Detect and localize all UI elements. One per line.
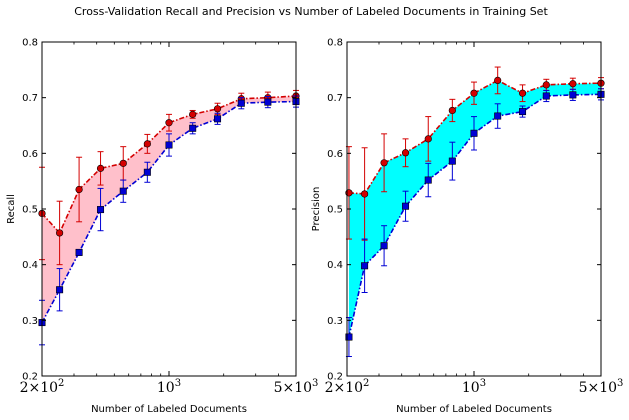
series-upper xyxy=(345,66,605,241)
data-point xyxy=(119,187,127,195)
x-tick-label: 103 xyxy=(157,378,181,396)
x-axis: 2×102 103 5×103 xyxy=(20,42,319,396)
data-point xyxy=(402,202,410,210)
data-point xyxy=(96,164,105,172)
y-tick-label: 0.6 xyxy=(22,149,38,160)
data-point xyxy=(470,129,478,137)
series-lower xyxy=(345,88,605,358)
y-axis: 0.2 0.3 0.4 0.5 0.6 0.7 0.8 xyxy=(327,38,601,383)
x-tick-base: 10 xyxy=(157,380,175,396)
fill-between-band xyxy=(348,80,601,338)
x-tick-exponent: 2 xyxy=(58,378,64,389)
data-point xyxy=(424,135,432,143)
x-axis-label: Number of Labeled Documents xyxy=(91,404,247,415)
x-tick-exponent: 3 xyxy=(480,378,486,389)
data-point xyxy=(569,91,577,99)
y-tick-label: 0.4 xyxy=(327,260,343,271)
y-tick-label: 0.3 xyxy=(22,316,38,327)
x-tick-base: 2×10 xyxy=(20,380,58,396)
data-point xyxy=(345,333,353,341)
y-axis-label: Precision xyxy=(311,187,322,232)
data-point xyxy=(56,229,64,237)
axes-container: 0.20.30.40.50.60.70.82×102 103 5×103Number… xyxy=(6,38,623,416)
data-point xyxy=(189,110,197,118)
data-point xyxy=(448,106,456,115)
data-point xyxy=(494,76,502,85)
data-point xyxy=(56,286,64,294)
data-point xyxy=(165,141,173,149)
data-point xyxy=(380,242,388,250)
data-point xyxy=(569,80,577,88)
y-tick-label: 0.7 xyxy=(22,93,38,104)
data-point xyxy=(75,185,83,194)
data-point xyxy=(237,99,245,107)
y-tick-label: 0.2 xyxy=(327,372,343,383)
x-axis: 2×102 103 5×103 xyxy=(325,42,624,396)
x-tick-base: 5×10 xyxy=(579,380,617,396)
x-tick-label: 2×102 xyxy=(20,378,65,396)
y-axis-label: Recall xyxy=(6,194,17,224)
data-point xyxy=(264,98,272,106)
x-tick-exponent: 2 xyxy=(363,378,369,389)
x-axis-label: Number of Labeled Documents xyxy=(396,404,552,415)
y-tick-label: 0.4 xyxy=(22,260,38,271)
y-tick-label: 0.8 xyxy=(327,38,343,49)
x-tick-label: 2×102 xyxy=(325,378,370,396)
data-point xyxy=(519,108,527,116)
data-point xyxy=(380,159,388,167)
data-point xyxy=(143,168,151,176)
series-line xyxy=(348,79,602,195)
data-point xyxy=(75,248,83,256)
data-point xyxy=(189,124,197,132)
chart-recall: 0.20.30.40.50.60.70.82×102 103 5×103Number… xyxy=(6,38,318,416)
data-point xyxy=(448,157,456,165)
data-point xyxy=(361,190,369,198)
data-point xyxy=(214,115,222,123)
x-tick-base: 10 xyxy=(462,380,480,396)
chart-precision: 0.20.30.40.50.60.70.82×102 103 5×103Number… xyxy=(311,38,623,416)
x-tick-exponent: 3 xyxy=(312,378,318,389)
data-point xyxy=(97,206,105,214)
x-tick-base: 5×10 xyxy=(274,380,312,396)
data-point xyxy=(542,81,550,89)
y-tick-label: 0.8 xyxy=(22,38,38,49)
y-tick-label: 0.7 xyxy=(327,93,343,104)
data-point xyxy=(119,159,127,167)
data-point xyxy=(143,140,151,148)
data-point xyxy=(165,119,173,127)
data-point xyxy=(494,112,502,120)
y-tick-label: 0.2 xyxy=(22,372,38,383)
data-point xyxy=(542,92,550,100)
x-tick-label: 5×103 xyxy=(274,378,319,396)
x-tick-base: 2×10 xyxy=(325,380,363,396)
y-tick-label: 0.6 xyxy=(327,149,343,160)
series-line xyxy=(41,95,297,235)
data-point xyxy=(213,105,222,113)
data-point xyxy=(424,176,432,184)
x-tick-exponent: 3 xyxy=(617,378,623,389)
y-tick-label: 0.3 xyxy=(327,316,343,327)
x-tick-exponent: 3 xyxy=(175,378,181,389)
data-point xyxy=(361,262,369,270)
x-tick-label: 103 xyxy=(462,378,486,396)
data-point xyxy=(518,89,527,97)
y-tick-label: 0.5 xyxy=(22,205,38,216)
y-tick-label: 0.5 xyxy=(327,205,343,216)
data-point xyxy=(401,149,410,157)
figure-title: Cross-Validation Recall and Precision vs… xyxy=(74,5,548,18)
data-point xyxy=(470,89,478,97)
x-tick-label: 5×103 xyxy=(579,378,624,396)
y-axis: 0.2 0.3 0.4 0.5 0.6 0.7 0.8 xyxy=(22,38,296,383)
